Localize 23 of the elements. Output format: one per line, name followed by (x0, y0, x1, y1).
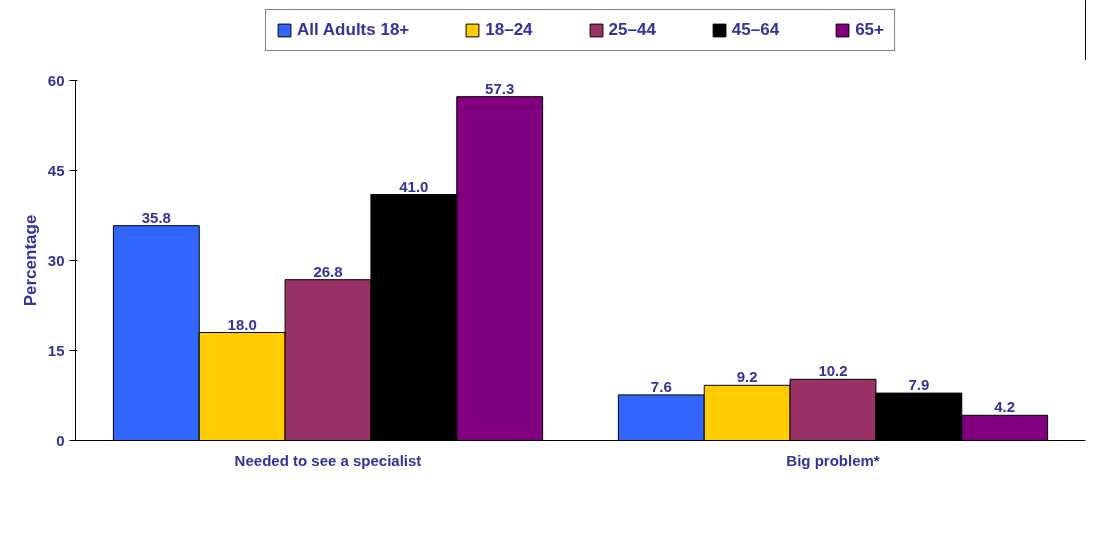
data-label: 7.9 (908, 376, 930, 394)
data-label: 57.3 (485, 79, 515, 97)
data-label: 9.2 (736, 368, 758, 386)
data-label: 18.0 (227, 315, 257, 333)
data-label: 4.2 (994, 398, 1016, 416)
y-tick-label: 60 (47, 71, 65, 89)
data-label: 10.2 (818, 362, 848, 380)
y-tick-label: 15 (47, 341, 65, 359)
x-tick-label: Needed to see a specialist (234, 451, 422, 469)
legend-label: All Adults 18+ (297, 20, 410, 40)
y-tick-label: 30 (47, 251, 65, 269)
legend-label: 18–24 (485, 20, 533, 40)
y-tick-label: 0 (56, 431, 65, 449)
legend-label: 45–64 (731, 20, 780, 40)
data-label: 26.8 (313, 262, 343, 280)
y-tick-label: 45 (47, 161, 65, 179)
data-label: 35.8 (141, 208, 171, 226)
data-label: 41.0 (399, 177, 429, 195)
legend-label: 25–44 (608, 20, 656, 40)
y-axis-title: Percentage (20, 214, 40, 307)
data-label: 7.6 (650, 377, 672, 395)
x-tick-label: Big problem* (786, 451, 880, 469)
legend-label: 65+ (855, 20, 884, 40)
